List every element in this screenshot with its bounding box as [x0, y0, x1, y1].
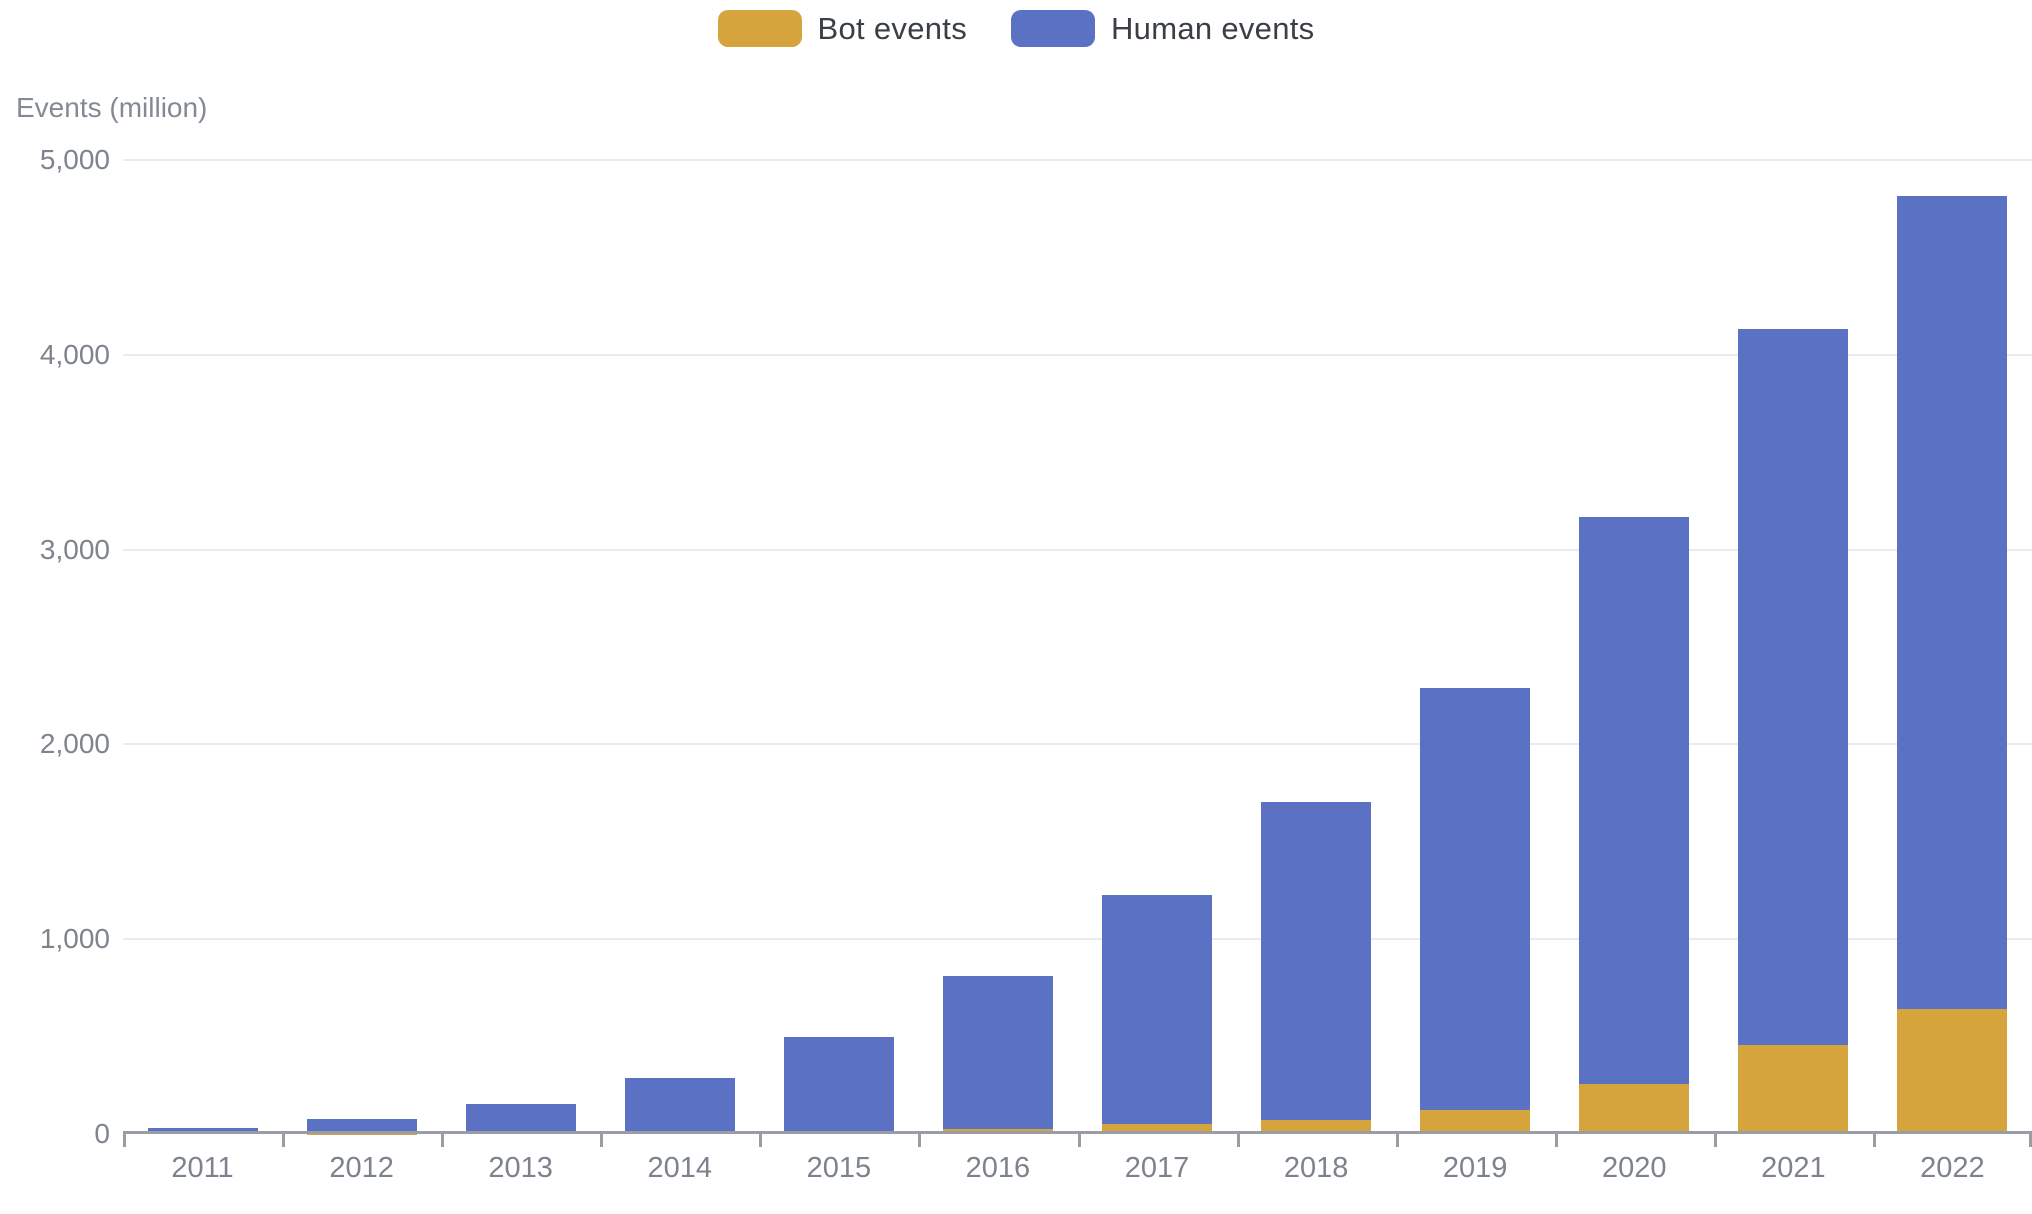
bar-2019-bot-events[interactable] [1420, 1110, 1531, 1134]
y-axis-title: Events (million) [16, 92, 208, 123]
x-axis-tick [441, 1134, 445, 1147]
x-axis-line [123, 1131, 2032, 1134]
y-axis-label-1000: 1,000 [39, 923, 110, 955]
bar-2013-human-events[interactable] [465, 1104, 576, 1134]
bar-2022-bot-events[interactable] [1897, 1009, 2008, 1134]
x-axis-tick [1872, 1134, 1876, 1147]
legend-item-bot-events[interactable]: Bot events [717, 10, 967, 47]
bar-2016-human-events[interactable] [942, 976, 1053, 1130]
gridline-2000 [123, 743, 2032, 746]
x-axis-tick [918, 1134, 922, 1147]
x-axis-label-2015: 2015 [806, 1152, 872, 1184]
bar-2020-bot-events[interactable] [1579, 1084, 1690, 1134]
bar-2012-human-events[interactable] [306, 1119, 417, 1134]
x-axis-label-2022: 2022 [1920, 1152, 1985, 1184]
x-axis-label-2020: 2020 [1601, 1152, 1667, 1184]
bot-events-swatch-icon [717, 10, 802, 47]
x-axis-label-2018: 2018 [1283, 1152, 1349, 1184]
x-axis-label-2021: 2021 [1761, 1152, 1826, 1184]
bar-2018-bot-events[interactable] [1261, 1119, 1372, 1134]
bar-2019-human-events[interactable] [1420, 687, 1531, 1111]
bar-2021-bot-events[interactable] [1738, 1045, 1849, 1134]
gridline-1000 [123, 938, 2032, 941]
legend-label-bot-events: Bot events [817, 10, 967, 46]
x-axis-label-2019: 2019 [1442, 1152, 1508, 1184]
bar-2017-human-events[interactable] [1102, 895, 1213, 1125]
bar-2017-bot-events[interactable] [1102, 1124, 1213, 1134]
x-axis-label-2017: 2017 [1124, 1152, 1190, 1184]
bar-2021-human-events[interactable] [1738, 328, 1849, 1046]
bar-2014-human-events[interactable] [624, 1077, 735, 1133]
y-axis-label-0: 0 [94, 1118, 110, 1149]
legend-label-human-events: Human events [1111, 10, 1315, 46]
bar-2015-human-events[interactable] [783, 1036, 894, 1132]
x-axis-label-2012: 2012 [329, 1152, 394, 1184]
x-axis-label-2013: 2013 [488, 1152, 553, 1184]
x-axis-tick [1077, 1134, 1081, 1147]
y-axis-label-5000: 5,000 [39, 144, 110, 175]
x-axis-tick [282, 1134, 286, 1147]
bar-2022-human-events[interactable] [1897, 196, 2008, 1010]
x-axis-tick [1554, 1134, 1558, 1147]
x-axis-label-2016: 2016 [965, 1152, 1031, 1184]
y-axis-label-3000: 3,000 [39, 533, 110, 565]
legend-item-human-events[interactable]: Human events [1011, 10, 1314, 47]
gridline-4000 [123, 353, 2032, 356]
x-axis-tick [1395, 1134, 1399, 1147]
x-axis-label-2011: 2011 [171, 1152, 234, 1184]
x-axis-label-2014: 2014 [647, 1152, 712, 1184]
bar-2020-human-events[interactable] [1579, 517, 1690, 1085]
x-axis-tick [1713, 1134, 1717, 1147]
x-axis-tick [2029, 1134, 2032, 1147]
y-axis-label-4000: 4,000 [39, 338, 110, 370]
x-axis-tick [759, 1134, 763, 1147]
bar-2018-human-events[interactable] [1261, 802, 1372, 1120]
human-events-swatch-icon [1011, 10, 1095, 47]
gridline-3000 [123, 548, 2032, 551]
gridline-5000 [123, 159, 2032, 161]
x-axis-tick [1236, 1134, 1240, 1147]
legend: Bot events Human events [0, 10, 2032, 47]
x-axis-tick [600, 1134, 604, 1147]
y-axis-label-2000: 2,000 [39, 728, 110, 760]
x-axis-tick [123, 1134, 126, 1147]
